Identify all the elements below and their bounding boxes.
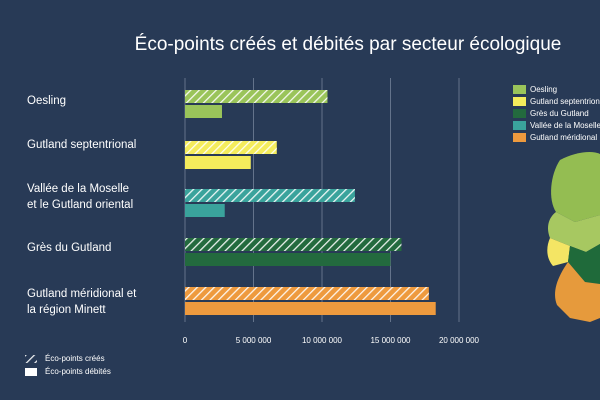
legend-swatch xyxy=(513,97,526,106)
bar-debited xyxy=(185,253,391,266)
bar-pair xyxy=(185,287,436,315)
category-label-gutland-meridional: Gutland méridional et la région Minett xyxy=(27,286,177,318)
category-label-line: Vallée de la Moselle xyxy=(27,183,130,195)
solid-swatch-icon xyxy=(25,368,37,376)
legend-swatch xyxy=(513,133,526,142)
category-label-gutland-septentrional: Gutland septentrional xyxy=(27,139,137,151)
bar-debited xyxy=(185,105,222,118)
category-label-vallee-moselle: Vallée de la Moselle et le Gutland orien… xyxy=(27,181,177,213)
category-label-line: et le Gutland oriental xyxy=(27,199,134,211)
bar-created-hatch xyxy=(185,189,355,202)
map-illustration xyxy=(547,152,600,322)
bar-pair xyxy=(185,90,328,118)
category-label-gres-du-gutland: Grès du Gutland xyxy=(27,242,112,254)
x-tick-label: 20 000 000 xyxy=(439,336,480,345)
legend-swatch xyxy=(513,121,526,130)
legend-label: Gutland septentrional xyxy=(530,97,600,106)
bar-created-hatch xyxy=(185,90,328,103)
bar-created-hatch xyxy=(185,141,277,154)
bar-debited xyxy=(185,156,251,169)
legend-swatch xyxy=(513,109,526,118)
legend-label: Oesling xyxy=(530,85,558,94)
category-label-line: Gutland méridional et xyxy=(27,288,137,300)
chart-title: Éco-points créés et débités par secteur … xyxy=(134,34,562,55)
bar-debited xyxy=(185,204,225,217)
legend-label: Grès du Gutland xyxy=(530,109,589,118)
legend-label: Vallée de la Moselle xyxy=(530,121,600,130)
bar-debited xyxy=(185,302,436,315)
x-tick-label: 10 000 000 xyxy=(302,336,343,345)
legend-label: Éco-points débités xyxy=(45,367,111,376)
x-tick-label: 5 000 000 xyxy=(236,336,272,345)
legend-swatch xyxy=(513,85,526,94)
x-tick-label: 15 000 000 xyxy=(370,336,411,345)
category-label-oesling: Oesling xyxy=(27,95,66,107)
category-label-line: la région Minett xyxy=(27,304,106,316)
bar-created-hatch xyxy=(185,287,429,300)
bar-pair xyxy=(185,141,277,169)
legend-label: Gutland méridional xyxy=(530,133,598,142)
x-tick-label: 0 xyxy=(183,336,188,345)
legend-label: Éco-points créés xyxy=(45,354,105,363)
bar-pair xyxy=(185,189,355,217)
hatched-swatch-icon xyxy=(25,355,37,363)
bar-pair xyxy=(185,238,402,266)
bar-created-hatch xyxy=(185,238,402,251)
